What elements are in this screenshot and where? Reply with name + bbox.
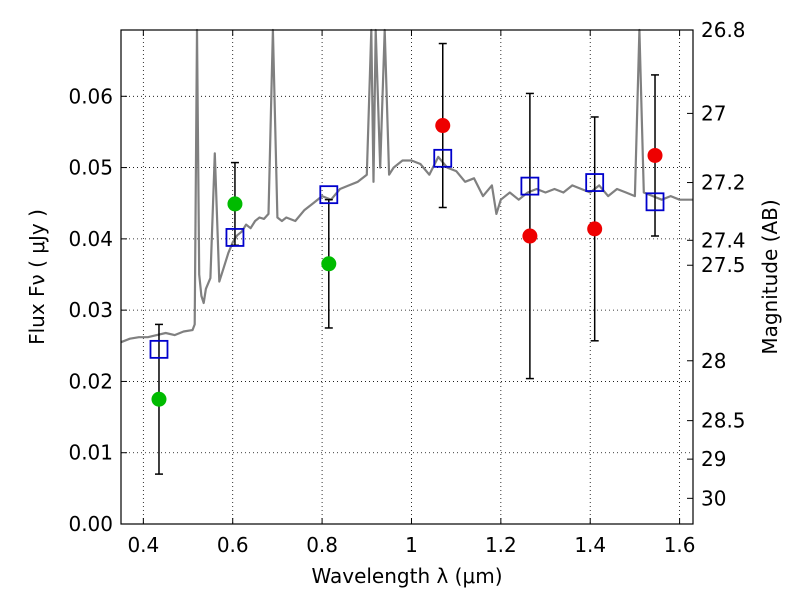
y-right-tick-label: 26.8: [701, 18, 746, 42]
red-data-point: [647, 147, 663, 163]
red-data-point: [587, 221, 603, 237]
y-right-tick-label: 29: [701, 447, 726, 471]
x-tick-label: 1.4: [574, 533, 606, 557]
y-right-tick-label: 27: [701, 101, 726, 125]
model-photometry-square: [585, 173, 605, 192]
points-layer: [149, 118, 665, 407]
y-tick-label: 0.03: [68, 298, 113, 322]
model-spectrum-line: [120, 28, 693, 344]
red-data-point: [522, 228, 538, 244]
x-axis-title: Wavelength λ (μm): [311, 564, 502, 588]
x-tick-label: 0.6: [217, 533, 249, 557]
model-photometry-square: [520, 176, 540, 196]
model-photometry-square: [645, 192, 665, 212]
y-tick-label: 0.01: [68, 441, 113, 465]
y-axis-title-text: Flux Fν ( μJy ): [25, 209, 49, 345]
y-right-tick-label: 27.2: [701, 171, 746, 195]
y-axis-title: Flux Fν ( μJy ): [25, 209, 49, 345]
green-data-point: [151, 391, 167, 407]
y-tick-label: 0.05: [68, 156, 113, 180]
y-right-tick-label: 30: [701, 486, 726, 510]
y-right-tick-label: 27.5: [701, 253, 746, 277]
tick-labels-layer: 0.4 0.6 0.8 1 1.2 1.4 1.6 0.00 0.01 0.02 0.03 0.04 0…: [68, 18, 745, 557]
y-tick-label: 0.02: [68, 369, 113, 393]
y-tick-label: 0.00: [68, 512, 113, 536]
y-tick-label: 0.06: [68, 84, 113, 108]
model-photometry-square: [319, 185, 339, 205]
y-right-axis-title-text: Magnitude (AB): [758, 199, 782, 354]
y-right-tick-label: 28.5: [701, 409, 746, 433]
green-data-point: [227, 196, 243, 212]
x-tick-label: 0.8: [306, 533, 338, 557]
model-photometry-square: [433, 148, 453, 168]
x-tick-label: 1: [405, 533, 418, 557]
x-tick-label: 0.4: [127, 533, 159, 557]
y-right-tick-label: 28: [701, 349, 726, 373]
green-data-point: [321, 256, 337, 272]
y-right-axis-title: Magnitude (AB): [758, 199, 782, 354]
plot-frame: [120, 29, 694, 525]
grid: [121, 30, 693, 524]
ticks-layer: [121, 29, 693, 525]
y-tick-label: 0.04: [68, 227, 113, 251]
red-data-point: [435, 118, 451, 134]
plot-background: [121, 30, 693, 524]
y-right-tick-label: 27.4: [701, 228, 746, 252]
model-photometry-square: [225, 228, 245, 247]
x-axis-title-text: Wavelength λ (μm): [311, 564, 502, 588]
x-tick-label: 1.6: [664, 533, 696, 557]
model-photometry-square: [149, 339, 169, 359]
x-tick-label: 1.2: [485, 533, 517, 557]
model-spectrum-layer: [120, 28, 693, 344]
